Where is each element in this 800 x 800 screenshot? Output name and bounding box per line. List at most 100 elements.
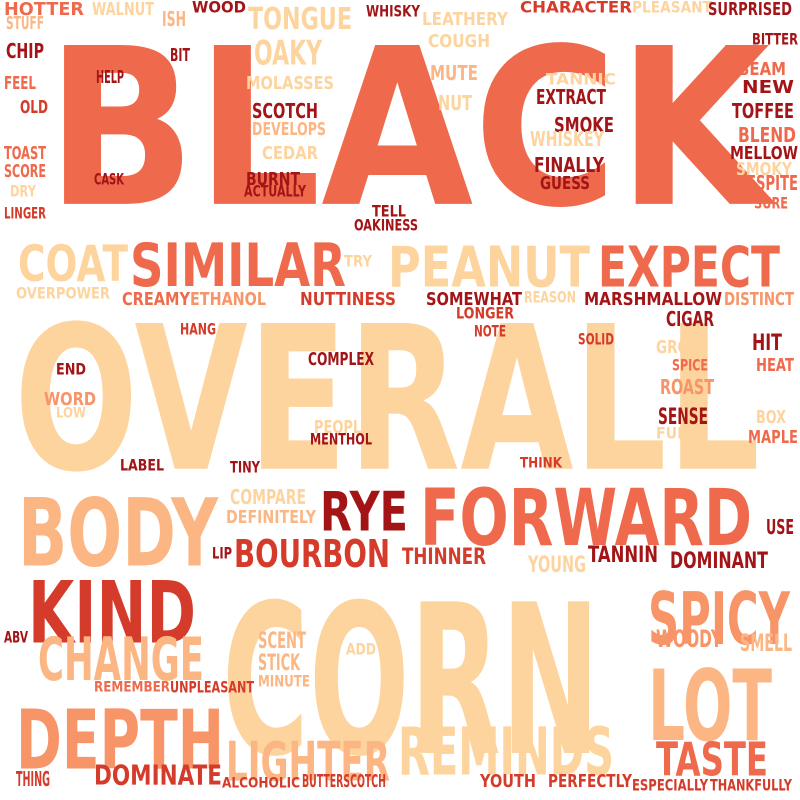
- word-pleasant: PLEASANT: [632, 0, 712, 17]
- word-scent: SCENT: [258, 627, 306, 654]
- word-thankfully: THANKFULLY: [710, 776, 792, 795]
- word-character: CHARACTER: [520, 0, 632, 17]
- word-spicy: SPICY: [648, 577, 790, 662]
- word-expect: EXPECT: [598, 234, 780, 300]
- word-bitter: BITTER: [752, 30, 798, 49]
- word-kind: KIND: [28, 562, 196, 663]
- word-blend: BLEND: [738, 124, 796, 148]
- word-tannic: TANNIC: [546, 70, 616, 89]
- word-stick: STICK: [258, 649, 300, 676]
- word-toast: TOAST: [4, 142, 46, 164]
- word-help: HELP: [96, 66, 124, 88]
- word-burnt: BURNT: [246, 168, 300, 190]
- word-low: LOW: [56, 404, 86, 422]
- word-funk: FUNK: [656, 424, 700, 443]
- word-surprised: SURPRISED: [708, 0, 792, 20]
- word-leathery: LEATHERY: [422, 8, 508, 30]
- word-bit: BIT: [170, 44, 190, 66]
- word-dominate: DOMINATE: [94, 759, 222, 792]
- word-old: OLD: [20, 96, 48, 118]
- word-grow: GROW: [656, 336, 704, 358]
- word-perfectly: PERFECTLY: [548, 770, 632, 792]
- word-extract: EXTRACT: [536, 86, 606, 110]
- word-whisky: WHISKY: [366, 2, 420, 21]
- word-actually: ACTUALLY: [244, 182, 306, 201]
- word-lighter: LIGHTER: [226, 731, 390, 795]
- word-beam: BEAM: [738, 58, 786, 80]
- word-menthol: MENTHOL: [310, 430, 372, 449]
- word-heat: HEAT: [756, 354, 794, 376]
- word-cigar: CIGAR: [666, 308, 714, 332]
- word-sense: SENSE: [658, 403, 708, 430]
- word-alcoholic: ALCOHOLIC: [222, 774, 300, 792]
- word-rye: RYE: [320, 481, 408, 545]
- word-reminds: REMINDS: [398, 713, 614, 791]
- word-nut: NUT: [438, 92, 472, 116]
- word-corn: CORN: [222, 560, 600, 800]
- word-roast: ROAST: [660, 376, 714, 400]
- word-bourbon: BOURBON: [234, 532, 390, 578]
- word-similar: SIMILAR: [130, 230, 346, 301]
- word-feel: FEEL: [4, 72, 36, 94]
- word-dry: DRY: [10, 182, 36, 201]
- word-black: BLACK: [46, 1, 770, 256]
- word-tongue: TONGUE: [248, 1, 352, 37]
- word-forward: FORWARD: [420, 472, 752, 564]
- word-cask: CASK: [94, 170, 124, 189]
- word-molasses: MOLASSES: [246, 72, 334, 94]
- word-woody: WOODY: [656, 625, 722, 654]
- word-tell: TELL: [372, 202, 406, 221]
- word-cough: COUGH: [428, 30, 490, 52]
- word-dominant: DOMINANT: [670, 547, 768, 574]
- word-coat: COAT: [18, 235, 128, 294]
- word-new: NEW: [742, 76, 794, 98]
- word-thinner: THINNER: [402, 543, 486, 570]
- word-whiskey: WHISKEY: [530, 128, 604, 152]
- word-lot: LOT: [648, 649, 772, 764]
- word-ish: ISH: [162, 8, 186, 32]
- word-oaky: OAKY: [254, 33, 322, 73]
- word-word: WORD: [44, 388, 96, 410]
- word-body: BODY: [18, 477, 218, 588]
- word-minute: MINUTE: [258, 672, 310, 691]
- word-abv: ABV: [4, 628, 28, 647]
- word-oakiness: OAKINESS: [354, 216, 418, 235]
- word-use: USE: [766, 516, 794, 540]
- word-overall: OVERALL: [14, 283, 760, 517]
- word-finally: FINALLY: [534, 154, 604, 178]
- word-despite: DESPITE: [736, 172, 798, 196]
- word-try: TRY: [344, 252, 372, 271]
- word-end: END: [56, 360, 86, 379]
- word-wood: WOOD: [192, 0, 246, 17]
- word-hit: HIT: [752, 329, 782, 356]
- word-change: CHANGE: [38, 624, 204, 695]
- word-develops: DEVELOPS: [252, 118, 326, 140]
- word-think: THINK: [520, 454, 562, 472]
- word-butterscotch: BUTTERSCOTCH: [302, 770, 386, 792]
- word-youth: YOUTH: [480, 770, 536, 792]
- word-nuttiness: NUTTINESS: [300, 288, 396, 310]
- word-thing: THING: [16, 768, 50, 792]
- word-solid: SOLID: [578, 330, 614, 349]
- word-complex: COMPLEX: [308, 348, 374, 370]
- word-hang: HANG: [180, 320, 216, 339]
- word-cedar: CEDAR: [262, 142, 318, 164]
- word-distinct: DISTINCT: [724, 288, 794, 310]
- word-longer: LONGER: [456, 304, 514, 323]
- word-score: SCORE: [4, 160, 46, 182]
- word-reason: REASON: [524, 288, 576, 307]
- word-ethanol: ETHANOL: [190, 288, 266, 310]
- word-toffee: TOFFEE: [732, 100, 794, 124]
- word-linger: LINGER: [4, 204, 47, 223]
- word-compare: COMPARE: [230, 486, 306, 510]
- word-overpower: OVERPOWER: [16, 284, 110, 303]
- word-mute: MUTE: [430, 62, 478, 86]
- word-young: YOUNG: [528, 551, 586, 578]
- word-sure: SURE: [754, 194, 788, 213]
- word-tiny: TINY: [230, 458, 260, 477]
- word-guess: GUESS: [540, 172, 590, 194]
- word-creamy: CREAMY: [122, 288, 190, 310]
- word-lip: LIP: [212, 544, 232, 563]
- word-peanut: PEANUT: [388, 234, 590, 300]
